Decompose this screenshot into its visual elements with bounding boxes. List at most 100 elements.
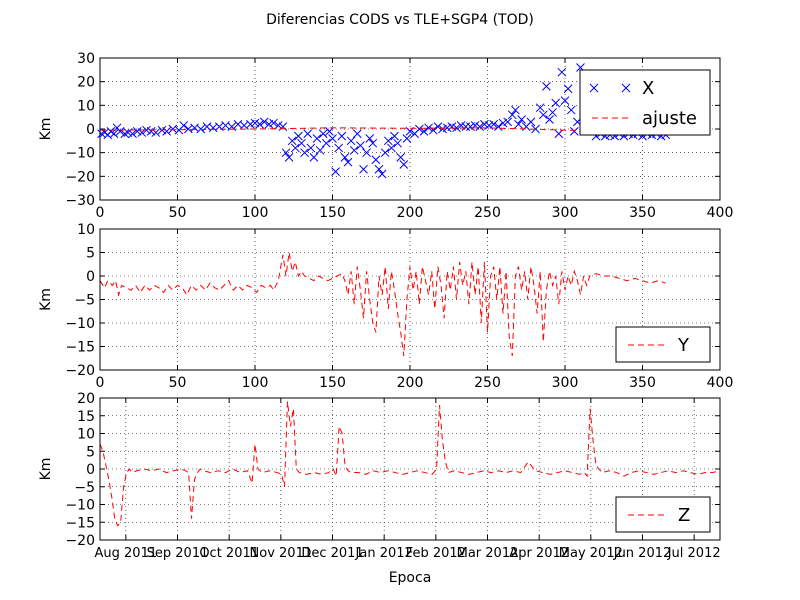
x-tick-label: 400 <box>707 375 734 391</box>
x-tick-label: May 2012 <box>559 546 623 561</box>
x-marker <box>393 138 402 148</box>
x-marker <box>359 164 368 174</box>
plot-frame <box>99 57 721 201</box>
x-marker <box>514 119 523 129</box>
y-tick-label: 10 <box>77 98 95 114</box>
x-marker <box>374 164 384 174</box>
x-marker <box>349 145 359 155</box>
x-marker <box>396 153 406 162</box>
plot-frame <box>99 228 721 371</box>
x-marker <box>563 84 573 94</box>
x-tick-label: 250 <box>474 375 501 391</box>
x-marker <box>452 123 461 133</box>
x-tick-label: 0 <box>96 375 105 391</box>
figure-title: Diferencias CODS vs TLE+SGP4 (TOD) <box>266 12 534 28</box>
x-marker <box>535 103 545 113</box>
x-tick-label: 200 <box>397 205 424 221</box>
x-marker <box>428 125 438 135</box>
x-tick-label: Dec 2011 <box>301 546 363 561</box>
x-tick-label: Jun 2012 <box>613 546 672 561</box>
x-marker <box>365 134 375 143</box>
x-marker <box>554 129 564 139</box>
x-marker <box>120 129 130 139</box>
x-marker <box>383 136 393 146</box>
y-tick-label: 15 <box>77 409 95 425</box>
x-marker <box>334 143 344 153</box>
x-marker <box>517 115 526 124</box>
x-tick-label: Nov 2011 <box>250 546 313 561</box>
x-marker <box>368 138 378 148</box>
legend-box <box>579 69 711 136</box>
x-marker <box>162 127 172 136</box>
y-tick-label: 10 <box>77 427 95 443</box>
series-line-ajuste <box>99 127 666 132</box>
x-tick-label: Mar 2012 <box>457 546 519 561</box>
series-line-Z <box>99 401 721 527</box>
x-marker <box>331 167 340 176</box>
y-tick-label: −15 <box>65 515 95 531</box>
y-tick-label: −5 <box>74 293 95 309</box>
y-tick-label: 5 <box>86 246 95 262</box>
x-marker <box>352 129 362 139</box>
x-marker <box>399 160 409 169</box>
x-tick-label: 50 <box>169 205 187 221</box>
x-marker <box>371 155 381 165</box>
legend-label: Y <box>677 335 690 356</box>
x-marker <box>259 117 269 127</box>
x-marker <box>255 119 265 129</box>
x-marker <box>557 67 567 77</box>
x-marker <box>284 153 294 162</box>
x-tick-label: Feb 2012 <box>406 546 466 561</box>
x-marker <box>560 96 570 105</box>
x-marker <box>287 136 297 146</box>
x-marker <box>337 131 347 141</box>
x-marker <box>507 110 517 120</box>
x-marker <box>343 157 353 167</box>
y-tick-label: −30 <box>65 193 95 209</box>
y-tick-label: 20 <box>77 391 95 407</box>
y-tick-label: 0 <box>86 462 95 478</box>
x-tick-label: 0 <box>96 205 105 221</box>
x-tick-label: Jan 2012 <box>355 546 413 561</box>
x-marker <box>548 108 557 117</box>
x-marker <box>315 145 325 155</box>
x-marker <box>569 127 579 136</box>
y-tick-label: 20 <box>77 75 95 91</box>
x-marker <box>115 127 125 136</box>
x-tick-label: 350 <box>629 205 656 221</box>
x-marker <box>362 148 371 158</box>
y-tick-label: −5 <box>74 480 95 496</box>
x-marker <box>281 148 291 158</box>
x-marker <box>433 122 443 131</box>
x-marker <box>538 110 548 120</box>
x-marker <box>542 82 551 91</box>
x-marker <box>297 138 306 148</box>
x-tick-label: 400 <box>707 205 734 221</box>
x-marker <box>551 98 561 108</box>
x-tick-label: Sep 2011 <box>147 546 209 561</box>
legend-label: X <box>642 78 654 99</box>
x-marker <box>511 105 520 115</box>
x-axis-label: Epoca <box>389 570 432 586</box>
x-marker <box>475 122 485 131</box>
x-marker <box>294 131 303 141</box>
y-tick-label: 0 <box>86 122 95 138</box>
x-marker <box>109 129 119 139</box>
x-tick-label: 100 <box>242 205 269 221</box>
x-marker <box>566 105 576 115</box>
x-marker <box>545 115 554 124</box>
y-tick-label: −20 <box>65 533 95 549</box>
x-tick-label: Jul 2012 <box>667 546 721 561</box>
x-marker <box>306 143 316 153</box>
y-axis-label: Km <box>38 458 54 481</box>
legend: Y <box>615 326 711 363</box>
legend-marker <box>621 83 631 93</box>
x-marker <box>526 117 536 127</box>
legend-marker <box>589 83 599 93</box>
x-marker <box>390 131 399 141</box>
